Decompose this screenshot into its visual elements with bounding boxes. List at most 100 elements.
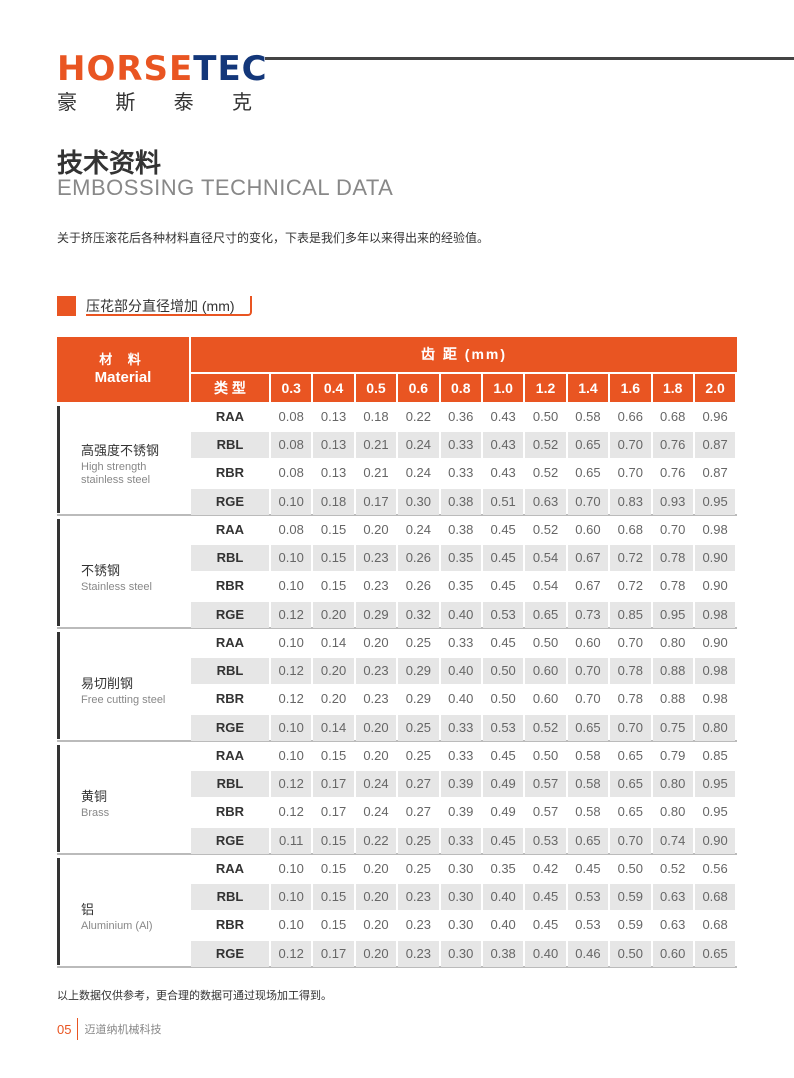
table-row: RGE 0.11 0.15 0.22 0.25 0.33 0.45 0.53 0.65 0.70 0…: [191, 827, 736, 854]
table-cell: 0.40: [482, 884, 524, 911]
material-name-en: Brass: [81, 806, 110, 819]
material-name-cn: 不锈钢: [81, 562, 121, 578]
table-row: RBL 0.12 0.20 0.23 0.29 0.40 0.50 0.60 0.70 0.78 0…: [191, 658, 736, 685]
table-row: RBL 0.10 0.15 0.20 0.23 0.30 0.40 0.45 0.53 0.59 0…: [191, 884, 736, 911]
table-cell: 0.50: [617, 861, 643, 876]
table-cell: 0.25: [405, 748, 432, 763]
table-cell: 0.65: [567, 714, 609, 741]
pitch-column-header: 0.5: [355, 374, 397, 402]
table-cell: 0.14: [313, 714, 354, 741]
table-cell: 0.11: [271, 827, 312, 854]
table-cell: 0.10: [278, 917, 304, 933]
table-cell: 0.23: [398, 940, 439, 967]
knurl-type: RGE: [191, 940, 269, 967]
table-cell: 0.74: [652, 827, 693, 854]
table-cell: 0.13: [313, 432, 354, 459]
table-cell: 0.10: [278, 861, 304, 876]
pitch-column-header: 1.6: [610, 374, 651, 402]
table-cell: 0.20: [363, 522, 389, 537]
table-cell: 0.10: [278, 635, 304, 650]
footnote: 以上数据仅供参考，更合理的数据可通过现场加工得到。: [57, 990, 332, 1002]
knurl-type: RGE: [191, 601, 269, 628]
table-row: RAA 0.10 0.15 0.20 0.25 0.30 0.35 0.42 0.45 0.50 0…: [191, 856, 735, 882]
table-cell: 0.50: [490, 691, 516, 707]
material-group: 黄铜 Brass RAA 0.10 0.15 0.20 0.25 0.33 0.45 0.50 0.…: [57, 742, 737, 855]
pitch-column-header: 0.8: [440, 374, 481, 402]
table-cell: 0.88: [652, 658, 693, 685]
table-cell: 0.50: [532, 748, 559, 763]
table-cell: 0.67: [575, 578, 601, 594]
table-cell: 0.30: [448, 861, 474, 876]
table-cell: 0.68: [617, 522, 643, 537]
table-cell: 0.54: [532, 578, 559, 594]
material-name-en: Free cutting steel: [81, 693, 166, 706]
table-cell: 0.40: [490, 917, 516, 933]
table-cell: 0.40: [440, 601, 481, 628]
table-cell: 0.33: [440, 432, 481, 459]
table-cell: 0.20: [363, 748, 389, 763]
table-cell: 0.36: [448, 409, 474, 424]
intro-text: 关于挤压滚花后各种材料直径尺寸的变化，下表是我们多年以来得出来的经验值。: [57, 231, 490, 245]
table-cell: 0.63: [660, 917, 686, 933]
table-cell: 0.49: [490, 804, 516, 820]
table-cell: 0.90: [694, 827, 736, 854]
table-row: RAA 0.08 0.13 0.18 0.22 0.36 0.43 0.50 0.58 0.66 0…: [191, 404, 735, 430]
table-cell: 0.32: [398, 601, 439, 628]
table-cell: 0.08: [278, 522, 304, 537]
table-row: RGE 0.12 0.17 0.20 0.23 0.30 0.38 0.40 0.46 0.50 0…: [191, 940, 736, 967]
material-group: 铝 Aluminium (Al) RAA 0.10 0.15 0.20 0.25 0.30 0.…: [57, 855, 737, 968]
material-name-cn: 易切削钢: [81, 675, 134, 691]
table-cell: 0.95: [702, 804, 728, 820]
table-cell: 0.15: [320, 917, 347, 933]
table-cell: 0.78: [652, 545, 693, 572]
material-name: 不锈钢 Stainless steel: [81, 516, 181, 629]
table-cell: 0.43: [490, 409, 516, 424]
table-cell: 0.88: [660, 691, 686, 707]
table-cell: 0.27: [405, 804, 432, 820]
table-cell: 0.38: [482, 940, 524, 967]
material-name-cn: 铝: [81, 901, 95, 917]
table-cell: 0.12: [271, 940, 312, 967]
table-cell: 0.33: [448, 465, 474, 481]
knurl-type: RGE: [191, 488, 269, 515]
table-cell: 0.65: [567, 432, 609, 459]
table-cell: 0.65: [567, 827, 609, 854]
table-cell: 0.70: [610, 432, 651, 459]
table-cell: 0.52: [532, 522, 559, 537]
table-cell: 0.80: [660, 804, 686, 820]
table-cell: 0.70: [567, 488, 609, 515]
group-bar: [57, 858, 60, 965]
table-cell: 0.68: [694, 884, 736, 911]
table-cell: 0.45: [482, 545, 524, 572]
table-cell: 0.15: [320, 748, 347, 763]
section-label: 压花部分直径增加 (mm): [57, 296, 252, 316]
table-cell: 0.42: [532, 861, 559, 876]
table-cell: 0.93: [652, 488, 693, 515]
table-cell: 0.45: [490, 635, 516, 650]
table-cell: 0.20: [363, 635, 389, 650]
table-cell: 0.54: [525, 545, 566, 572]
table-cell: 0.10: [271, 884, 312, 911]
table-cell: 0.10: [278, 578, 304, 594]
table-cell: 0.65: [525, 601, 566, 628]
table-cell: 0.60: [575, 635, 601, 650]
table-cell: 0.80: [652, 771, 693, 798]
table-cell: 0.30: [398, 488, 439, 515]
table-cell: 0.52: [525, 432, 566, 459]
knurl-type: RGE: [191, 714, 269, 741]
table-row: RBL 0.08 0.13 0.21 0.24 0.33 0.43 0.52 0.65 0.70 0…: [191, 432, 736, 459]
table-cell: 0.27: [398, 771, 439, 798]
material-group: 高强度不锈钢 High strength stainless steel RAA 0.…: [57, 403, 737, 516]
knurl-type: RBR: [215, 691, 245, 707]
table-cell: 0.53: [482, 601, 524, 628]
table-cell: 0.29: [398, 658, 439, 685]
table-cell: 0.53: [575, 917, 601, 933]
table-cell: 0.85: [702, 748, 728, 763]
table-cell: 0.68: [660, 409, 686, 424]
table-cell: 0.24: [363, 804, 389, 820]
table-cell: 0.70: [617, 635, 643, 650]
table-cell: 0.20: [355, 940, 397, 967]
pitch-column-header: 0.3: [271, 374, 312, 402]
table-cell: 0.20: [363, 861, 389, 876]
table-cell: 0.70: [575, 691, 601, 707]
